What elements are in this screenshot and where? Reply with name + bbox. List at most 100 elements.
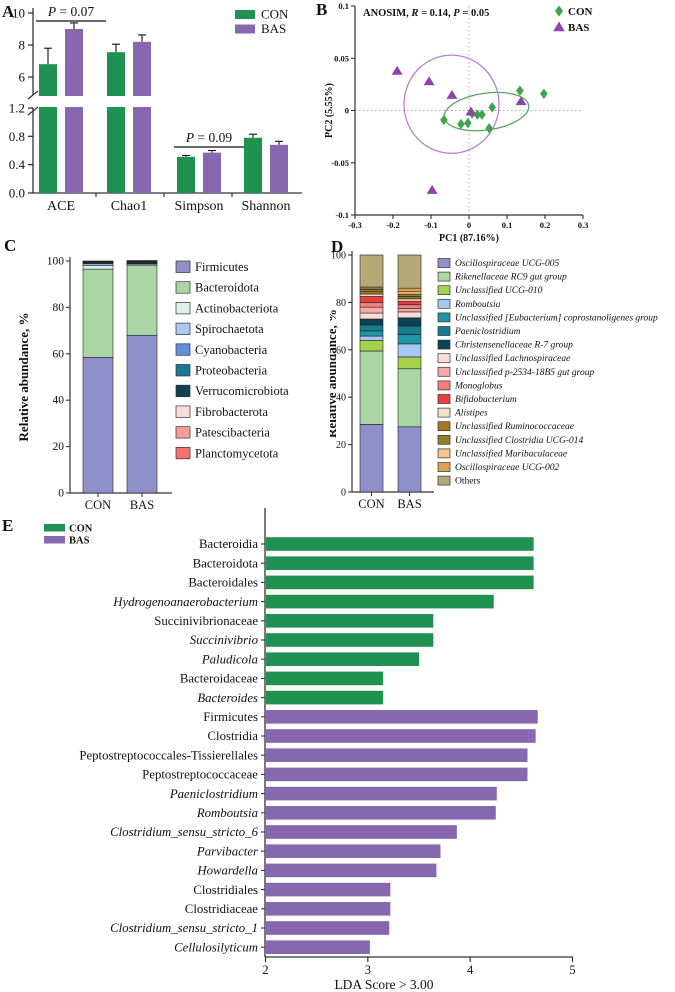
legend-label: Actinobacteriota xyxy=(195,301,279,315)
lda-bar-Clostridiaceae xyxy=(266,902,391,916)
legend-swatch-Paeniclostridium xyxy=(437,326,451,336)
stack-segment-CON-Actinobacteriota xyxy=(82,265,114,270)
legend-swatch-Proteobacteria xyxy=(175,364,191,377)
stack-segment-BAS-Alistipes xyxy=(397,298,422,302)
bar-BAS-Shannon xyxy=(270,140,288,193)
legend-label: Unclassified Ruminococcaceae xyxy=(455,421,574,432)
stack-segment-BAS-Monoglobus xyxy=(397,304,422,309)
bar-BAS-ACE xyxy=(65,22,83,193)
scatter-point-BAS xyxy=(391,65,403,75)
x-axis-label: LDA Score > 3.00 xyxy=(334,977,433,992)
legend-swatch-Actinobacteriota xyxy=(175,302,191,315)
y-tick-label: 10 xyxy=(12,6,25,21)
y-tick-label: 60 xyxy=(336,345,346,356)
legend-label: Unclassified p-2534-18B5 gut group xyxy=(455,367,594,378)
lda-row-label: Firmicutes xyxy=(203,710,258,724)
y-tick-label: 100 xyxy=(47,256,65,268)
lda-bar-Hydrogenoanaerobacterium xyxy=(266,594,494,609)
legend-marker-CON xyxy=(555,5,563,17)
y-tick-label: 0.8 xyxy=(9,129,25,144)
lda-bar-Bacteroidia xyxy=(266,537,534,551)
lda-row-label: Clostridium_sensu_stricto_1 xyxy=(110,921,258,935)
stack-segment-CON-Christensenellaceae R-7 group xyxy=(359,318,384,326)
p-value-annotation: P = 0.09 xyxy=(185,130,232,145)
bar-CON-Simpson xyxy=(177,154,195,193)
stack-segment-BAS-Unclassified Muribaculaceae xyxy=(397,291,422,295)
y-tick-label: 0 xyxy=(341,488,346,499)
legend-label: Bifidobacterium xyxy=(455,394,517,405)
stack-segment-BAS-Oscillospiraceae UCG-005 xyxy=(397,426,422,493)
scatter-point-BAS xyxy=(426,184,438,194)
legend-swatch-Firmicutes xyxy=(175,260,191,273)
panel-b-pcoa-scatter: -0.3 -0.2 -0.1 0 0.1 0.2 0.3-0.1-0.0500.050.1P… xyxy=(324,1,593,244)
x-tick-label: 4 xyxy=(467,963,474,977)
x-tick-label: 0.2 xyxy=(540,220,551,230)
y-tick-label: 6 xyxy=(19,70,26,85)
lda-row-label: Hydrogenoanaerobacterium xyxy=(112,595,258,609)
legend-swatch-Patescibacteria xyxy=(175,426,191,439)
lda-bar-Succinivibrio xyxy=(266,633,434,647)
lda-bar-Bacteroides xyxy=(266,690,384,705)
stack-segment-BAS-Others xyxy=(397,254,422,289)
legend-swatch-Others xyxy=(437,475,451,486)
legend-swatch-Unclassified Muribaculaceae xyxy=(437,448,451,459)
legend-label: Cyanobacteria xyxy=(195,343,268,357)
x-category-label: CON xyxy=(85,498,111,512)
lda-bar-Bacteroidota xyxy=(266,556,534,570)
x-category-label: Shannon xyxy=(242,199,291,214)
y-tick-label: 40 xyxy=(53,395,65,407)
stack-segment-CON-Oscillospiraceae UCG-005 xyxy=(359,424,384,493)
panel-label-e: E xyxy=(2,516,14,535)
lda-bar-Succinivibrionaceae xyxy=(266,614,434,628)
scatter-point-CON xyxy=(485,123,493,134)
legend-label: Monoglobus xyxy=(454,381,503,391)
legend-swatch-Cyanobacteria xyxy=(175,343,191,356)
legend-label: Planctomycetota xyxy=(195,446,279,460)
legend-swatch-Bifidobacterium xyxy=(437,394,451,404)
lda-row-label: Bacteroidia xyxy=(199,537,258,551)
panel-d-genus-stacked-bar: 0 20 40 60 80 100 Relative abundance, % CON BAS O… xyxy=(330,251,658,512)
legend-label: Others xyxy=(455,477,481,487)
y-tick-label: 40 xyxy=(336,393,346,404)
legend-label: Unclassified UCG-010 xyxy=(455,285,543,296)
y-axis-label: Relative abundance, % xyxy=(16,313,31,442)
x-category-label: Simpson xyxy=(174,199,223,214)
x-category-label: ACE xyxy=(47,199,75,214)
legend-label: Spirochaetota xyxy=(195,322,264,336)
lda-row-label: Cellulosilyticum xyxy=(174,940,258,954)
stack-segment-BAS-Unclassified [Eubacterium] coprostanoligenes group xyxy=(397,334,422,345)
legend-swatch-Unclassified p-2534-18B5 gut group xyxy=(437,366,451,377)
stack-segment-BAS-Unclassified Lachnospiraceae xyxy=(397,311,422,319)
lda-row-label: Clostridiaceae xyxy=(185,902,259,916)
legend-swatch-Unclassified UCG-010 xyxy=(437,285,451,296)
lda-row-label: Bacteroides xyxy=(197,691,258,705)
y-tick-label: 0.0 xyxy=(9,186,25,201)
stack-segment-CON-Romboutsia xyxy=(359,335,384,341)
lda-row-label: Peptostreptococcales-Tissierellales xyxy=(79,748,258,762)
panel-label-b: B xyxy=(316,0,328,19)
stack-segment-BAS-Christensenellaceae R-7 group xyxy=(397,317,422,327)
scatter-point-BAS xyxy=(515,96,527,106)
scatter-point-CON xyxy=(464,117,472,129)
lda-bar-Parvibacter xyxy=(266,844,441,858)
legend-swatch-Unclassified [Eubacterium] coprostanoligenes group xyxy=(437,312,451,323)
x-category-label: BAS xyxy=(397,497,421,511)
lda-bar-Peptostreptococcales-Tissierellales xyxy=(266,748,528,762)
stack-segment-BAS-Paeniclostridium xyxy=(397,325,422,335)
panel-label-c: C xyxy=(4,236,17,255)
legend-swatch-CON xyxy=(235,10,255,19)
x-tick-label: 2 xyxy=(262,963,268,977)
lda-row-label: Paludicola xyxy=(201,652,258,666)
legend-label: Proteobacteria xyxy=(195,364,268,378)
stack-segment-CON-Unclassified Ruminococcaceae xyxy=(359,291,384,295)
lda-row-label: Bacteroidaceae xyxy=(180,672,258,686)
stack-segment-CON-Paeniclostridium xyxy=(359,324,384,332)
stack-segment-BAS-Bacteroidota xyxy=(126,264,158,336)
stack-segment-BAS-Rikenellaceae RC9 gut group xyxy=(397,368,422,428)
lda-bar-Bacteroidales xyxy=(266,575,534,590)
legend-swatch-CON xyxy=(44,524,65,532)
y-tick-label: 0.4 xyxy=(9,157,26,172)
legend-label: Bacteroidota xyxy=(195,281,259,295)
legend-label: Verrucomicrobiota xyxy=(195,384,289,398)
